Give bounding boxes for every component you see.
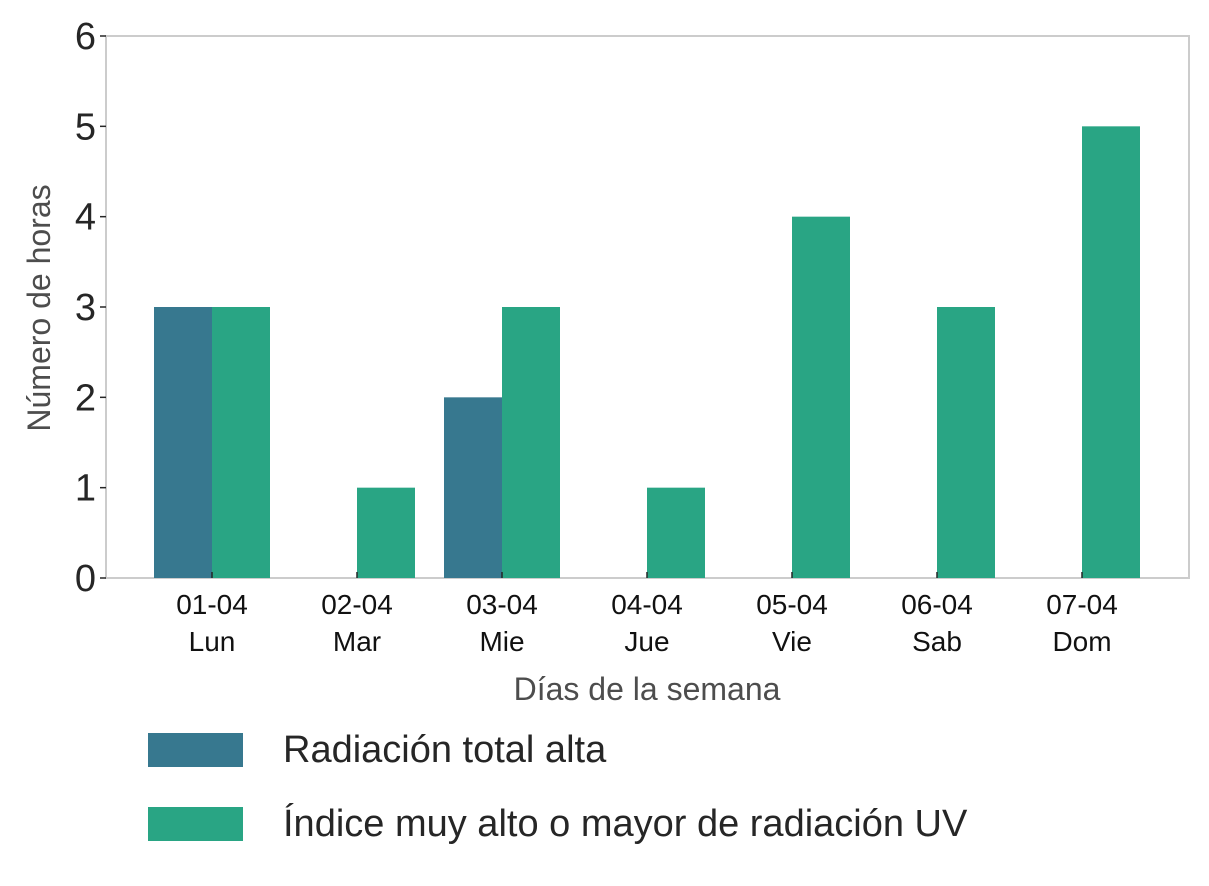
bar-indice-uv-07-04: [1082, 126, 1140, 578]
bar-radiacion-total-01-04: [154, 307, 212, 578]
x-tick-day-Vie: Vie: [772, 626, 812, 657]
bar-indice-uv-04-04: [647, 487, 705, 578]
x-tick-date-02-04: 02-04: [321, 589, 393, 620]
x-axis: 01-04 Lun 02-04 Mar 03-04 Mie 04-04 Jue 05-04 Vie…: [176, 572, 1118, 657]
legend-label-radiacion-total: Radiación total alta: [283, 728, 607, 771]
x-tick-day-Mar: Mar: [333, 626, 381, 657]
x-tick-date-01-04: 01-04: [176, 589, 248, 620]
legend-item-indice-uv: Índice muy alto o mayor de radiación UV: [148, 796, 967, 852]
x-tick-day-Dom: Dom: [1052, 626, 1111, 657]
x-tick-date-04-04: 04-04: [611, 589, 683, 620]
x-tick-day-Lun: Lun: [189, 626, 236, 657]
x-axis-label: Días de la semana: [514, 671, 781, 707]
legend-label-indice-uv: Índice muy alto o mayor de radiación UV: [283, 802, 968, 845]
x-tick-date-07-04: 07-04: [1046, 589, 1118, 620]
bar-indice-uv-05-04: [792, 216, 850, 578]
y-axis-label: Número de horas: [21, 184, 57, 431]
y-axis: 0 1 2 3 4 5 6: [75, 16, 106, 600]
y-tick-label-1: 1: [75, 468, 96, 510]
x-tick-day-Mie: Mie: [479, 626, 524, 657]
y-tick-label-5: 5: [75, 106, 96, 148]
x-tick-day-Jue: Jue: [624, 626, 669, 657]
bars: [154, 126, 1140, 578]
bar-radiacion-total-03-04: [444, 397, 502, 578]
x-tick-date-05-04: 05-04: [756, 589, 828, 620]
bar-indice-uv-06-04: [937, 307, 995, 578]
y-tick-label-6: 6: [75, 16, 96, 58]
bar-indice-uv-02-04: [357, 487, 415, 578]
x-tick-date-03-04: 03-04: [466, 589, 538, 620]
y-tick-label-3: 3: [75, 287, 96, 329]
legend: Radiación total alta Índice muy alto o m…: [148, 722, 967, 870]
y-tick-label-0: 0: [75, 558, 96, 600]
bar-indice-uv-03-04: [502, 307, 560, 578]
y-tick-label-4: 4: [75, 197, 96, 239]
bar-indice-uv-01-04: [212, 307, 270, 578]
y-tick-label-2: 2: [75, 377, 96, 419]
legend-item-radiacion-total: Radiación total alta: [148, 722, 967, 778]
legend-swatch-indice-uv: [148, 807, 243, 841]
legend-swatch-radiacion-total: [148, 733, 243, 767]
x-tick-day-Sab: Sab: [912, 626, 962, 657]
x-tick-date-06-04: 06-04: [901, 589, 973, 620]
